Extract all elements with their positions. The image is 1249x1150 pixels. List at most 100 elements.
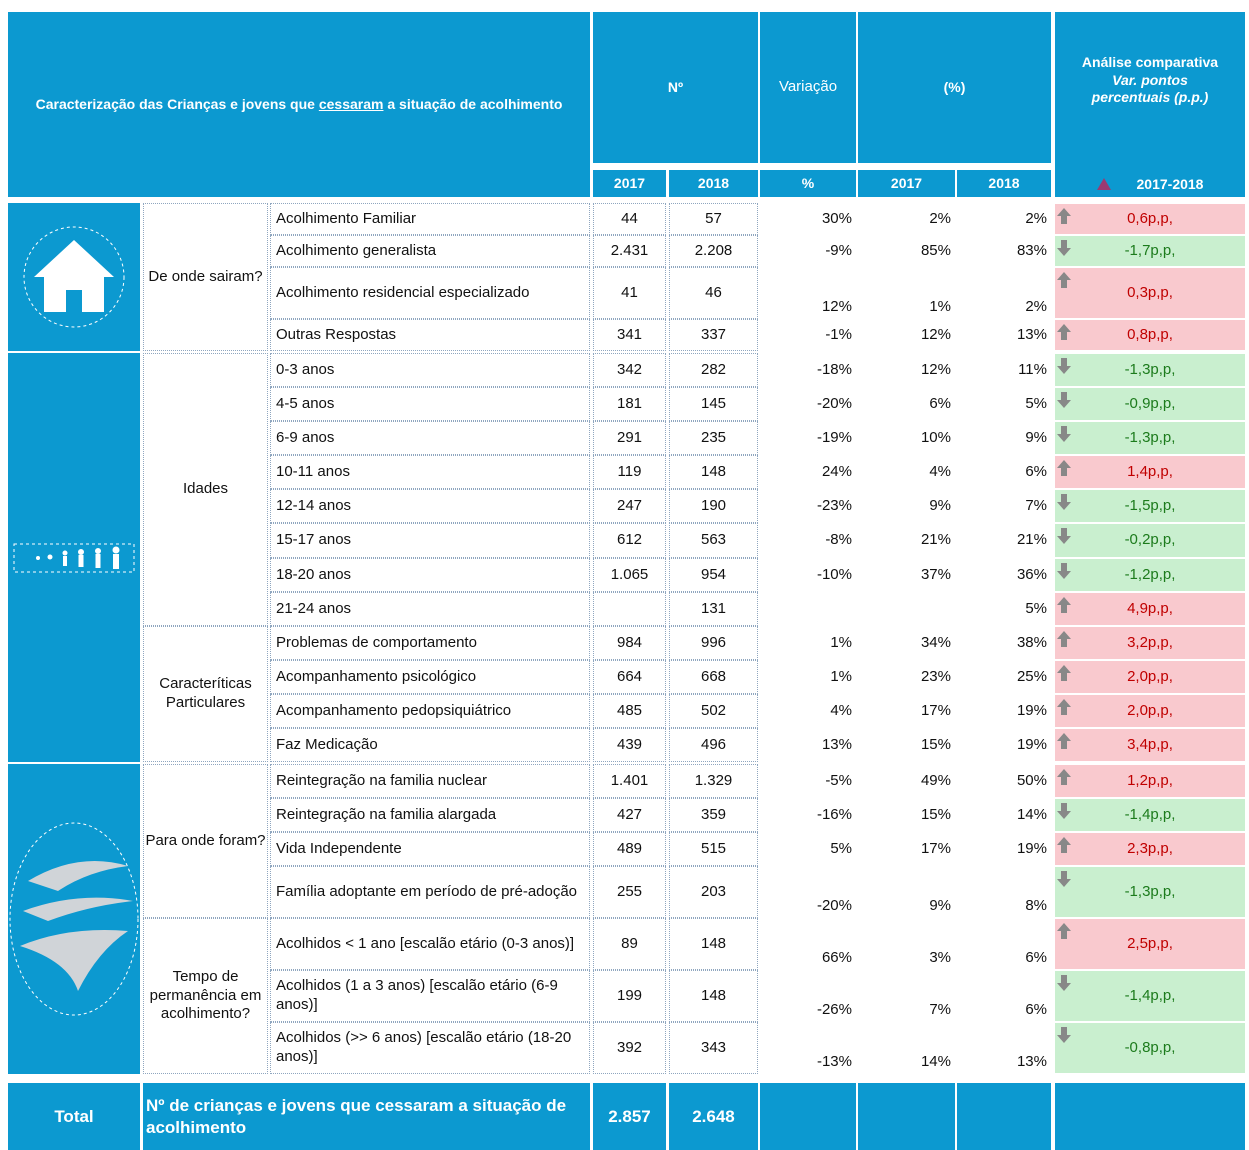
percent: 13% (1016, 325, 1047, 343)
count: 563 (669, 523, 758, 558)
percent: 2% (929, 209, 951, 227)
pp-value: 2,3p,p, (1127, 839, 1173, 857)
arrow-up (1057, 769, 1071, 785)
count: 496 (669, 728, 758, 762)
row-label: Família adoptante em período de pré-adoç… (270, 866, 590, 918)
pp-change: 0,8p,p, (1055, 320, 1245, 350)
row-label: 6-9 anos (270, 421, 590, 455)
comparison-heading: Análise comparativa Var. pontos percentua… (1055, 54, 1245, 107)
pp-change: 4,9p,p, (1055, 593, 1245, 625)
row-label: Acolhimento residencial especializado (270, 267, 590, 319)
pp-value: 3,2p,p, (1127, 633, 1173, 651)
percent: 5% (1025, 394, 1047, 412)
arrow-up (1057, 324, 1071, 340)
row-label: Acolhidos (1 a 3 anos) [escalão etário (… (270, 970, 590, 1022)
arrow-down (1057, 563, 1071, 579)
percent: 21% (920, 531, 951, 549)
arrow-up (1057, 665, 1071, 681)
percent: 6% (1025, 462, 1047, 480)
percent: 17% (920, 839, 951, 857)
total-description: Nº de crianças e jovens que cessaram a s… (143, 1083, 590, 1150)
percent: 17% (920, 701, 951, 719)
count (593, 592, 666, 626)
percent: 4% (929, 462, 951, 480)
pp-change: -1,3p,p, (1055, 867, 1245, 917)
variation: -9% (825, 241, 852, 259)
pp-value: -1,3p,p, (1124, 360, 1176, 378)
icon (23, 226, 125, 328)
icon (13, 543, 135, 572)
variation: -18% (816, 360, 852, 378)
pp-value: -0,8p,p, (1124, 1038, 1176, 1056)
pp-value: -1,4p,p, (1124, 805, 1176, 823)
row-label: Reintegração na familia nuclear (270, 764, 590, 798)
variation: 13% (821, 735, 852, 753)
arrow-down (1057, 528, 1071, 544)
count: 145 (669, 387, 758, 421)
row-label: Outras Respostas (270, 319, 590, 351)
pp-value: -1,4p,p, (1124, 986, 1176, 1004)
percent: 3% (929, 949, 951, 967)
variation: -16% (816, 805, 852, 823)
header-year: 2017 (858, 170, 955, 197)
header-comparison: Análise comparativa Var. pontos percentua… (1055, 12, 1245, 197)
pp-value: -0,9p,p, (1124, 394, 1176, 412)
percent (858, 592, 955, 626)
variation: -1% (825, 325, 852, 343)
variation: -20% (816, 394, 852, 412)
header-percent: (%) (858, 12, 1051, 163)
percent: 23% (920, 667, 951, 685)
count: 996 (669, 626, 758, 660)
percent: 50% (1016, 771, 1047, 789)
count: 89 (593, 918, 666, 970)
count: 119 (593, 455, 666, 489)
count: 427 (593, 798, 666, 832)
variation: 1% (830, 667, 852, 685)
pp-change: 0,3p,p, (1055, 268, 1245, 318)
row-label: Acolhimento generalista (270, 235, 590, 267)
pp-value: 0,8p,p, (1127, 325, 1173, 343)
count: 181 (593, 387, 666, 421)
count: 342 (593, 353, 666, 387)
pp-change: 1,2p,p, (1055, 765, 1245, 797)
variation: 24% (821, 462, 852, 480)
group-label: Para onde foram? (143, 764, 268, 918)
percent: 14% (920, 1053, 951, 1071)
row-label: Acompanhamento psicológico (270, 660, 590, 694)
variation: -23% (816, 496, 852, 514)
percent: 7% (929, 1001, 951, 1019)
header-n: Nº (593, 12, 758, 163)
variation: -10% (816, 565, 852, 583)
pp-change: -1,7p,p, (1055, 236, 1245, 266)
count: 485 (593, 694, 666, 728)
count: 392 (593, 1022, 666, 1074)
comparison-subtitle: Var. pontos percentuais (p.p.) (1091, 71, 1209, 106)
pp-value: 1,2p,p, (1127, 771, 1173, 789)
variation: 30% (821, 209, 852, 227)
count: 664 (593, 660, 666, 694)
pp-value: 3,4p,p, (1127, 735, 1173, 753)
count: 255 (593, 866, 666, 918)
header-variation-unit: % (760, 170, 856, 197)
variation: -19% (816, 428, 852, 446)
count: 954 (669, 558, 758, 592)
percent: 6% (929, 394, 951, 412)
count: 343 (669, 1022, 758, 1074)
arrow-up (1057, 460, 1071, 476)
count: 984 (593, 626, 666, 660)
row-label: 15-17 anos (270, 523, 590, 558)
percent: 8% (1025, 897, 1047, 915)
comparison-years: 2017-2018 (1136, 175, 1204, 192)
count: 247 (593, 489, 666, 523)
variation: 66% (821, 949, 852, 967)
count: 1.329 (669, 764, 758, 798)
count: 41 (593, 267, 666, 319)
percent: 1% (929, 298, 951, 316)
arrow-up (1057, 699, 1071, 715)
row-label: 10-11 anos (270, 455, 590, 489)
arrow-up (1057, 733, 1071, 749)
group-label: Tempo de permanência em acolhimento? (143, 918, 268, 1074)
percent: 19% (1016, 701, 1047, 719)
row-label: Vida Independente (270, 832, 590, 866)
count: 515 (669, 832, 758, 866)
